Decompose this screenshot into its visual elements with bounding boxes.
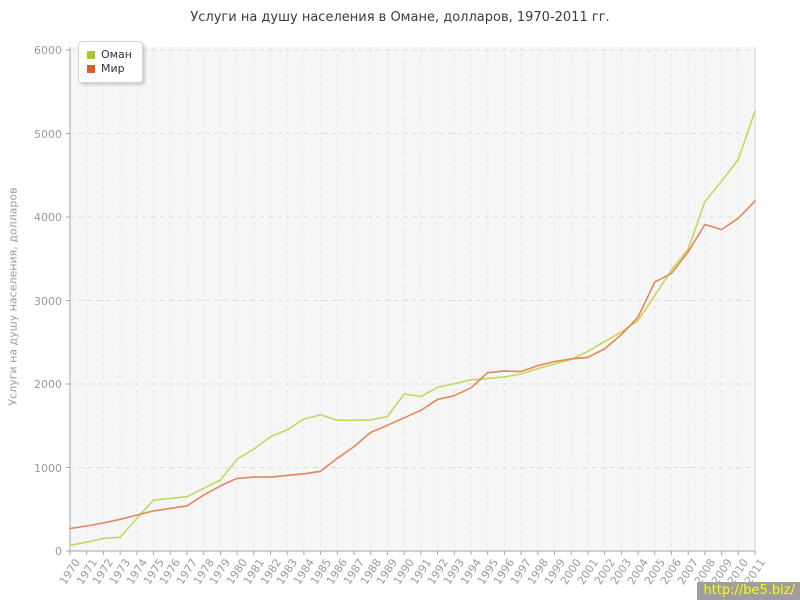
oman-series-label: Оман [101,48,132,61]
legend-item-mir: Мир [87,63,132,75]
oman-series-swatch [87,51,95,59]
series-line-mir [69,200,756,530]
legend-item-oman: Оман [87,49,132,61]
mir-series-label: Мир [101,62,125,75]
be5-watermark-link[interactable]: http://be5.biz/ [697,582,800,600]
y-tick-label: 0 [55,545,62,558]
y-tick-label: 4000 [34,211,62,224]
mir-series-swatch [87,65,95,73]
y-tick-label: 2000 [34,378,62,391]
legend: Оман Мир [78,41,143,83]
chart-title: Услуги на душу населения в Омане, доллар… [190,10,610,25]
series-line-oman [69,110,756,547]
y-tick-label: 5000 [34,127,62,141]
y-tick-label: 3000 [34,294,62,308]
y-axis-title: Услуги на душу населения, долларов [6,187,20,406]
y-tick-label: 6000 [34,44,62,57]
y-tick-label: 1000 [34,461,62,475]
